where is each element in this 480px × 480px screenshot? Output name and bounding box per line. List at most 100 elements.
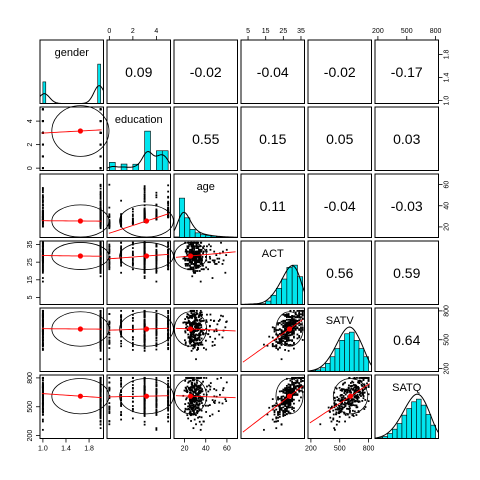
point: [186, 313, 189, 315]
point: [191, 317, 193, 319]
point: [277, 414, 279, 416]
point: [195, 326, 198, 329]
point: [167, 420, 170, 423]
point: [353, 410, 356, 413]
point: [155, 318, 158, 321]
point: [341, 389, 343, 392]
point: [193, 245, 196, 248]
point: [120, 413, 123, 416]
panel-border: [106, 39, 171, 104]
point: [352, 381, 355, 384]
point: [278, 404, 281, 407]
point: [155, 376, 158, 379]
point: [167, 348, 170, 351]
point: [195, 387, 198, 390]
point: [361, 389, 364, 392]
point: [99, 268, 102, 271]
point: [108, 222, 111, 225]
hist-bar-ACT: [286, 267, 293, 305]
mean-point: [143, 253, 150, 259]
correlation-gender-SATV: -0.02: [324, 64, 356, 80]
point: [332, 418, 335, 421]
lowess-line: [309, 383, 370, 424]
point: [198, 316, 200, 318]
point: [284, 333, 286, 336]
point: [192, 263, 195, 265]
point: [99, 247, 102, 249]
point: [41, 376, 44, 379]
hist-bar-education: [156, 150, 163, 171]
point: [356, 393, 359, 396]
point: [198, 334, 201, 337]
point: [167, 376, 170, 379]
point: [197, 346, 199, 349]
point: [271, 405, 274, 408]
point: [195, 337, 197, 340]
point: [120, 323, 123, 326]
point: [217, 320, 220, 322]
point: [195, 399, 198, 402]
point: [294, 394, 297, 396]
point: [275, 416, 278, 419]
point: [199, 309, 202, 312]
point: [215, 254, 218, 257]
point: [285, 336, 288, 339]
point: [196, 349, 198, 351]
point: [301, 317, 304, 320]
point: [194, 259, 197, 262]
point: [344, 393, 347, 396]
point: [362, 376, 365, 379]
point: [193, 257, 196, 260]
point: [275, 417, 278, 420]
point: [99, 394, 102, 397]
point: [337, 404, 340, 407]
point: [99, 193, 102, 196]
point: [131, 254, 134, 257]
point: [108, 347, 111, 349]
point: [143, 247, 146, 249]
point: [215, 389, 218, 392]
point: [289, 316, 292, 318]
point: [336, 396, 339, 399]
point: [278, 338, 281, 340]
point: [131, 210, 134, 213]
hist-bar-age: [194, 232, 201, 238]
point: [285, 333, 288, 336]
point: [143, 198, 146, 200]
point: [351, 380, 354, 383]
point: [108, 423, 111, 426]
point: [197, 388, 200, 391]
point: [167, 261, 170, 264]
point: [191, 314, 194, 317]
point: [99, 329, 102, 331]
point: [200, 329, 203, 331]
point: [342, 388, 345, 391]
point: [287, 389, 290, 392]
correlation-SATV-SATQ: 0.64: [393, 332, 420, 348]
point: [108, 248, 111, 251]
point: [202, 333, 204, 335]
point: [208, 255, 211, 258]
point: [131, 341, 134, 344]
point: [131, 393, 134, 396]
point: [287, 400, 290, 403]
point: [205, 348, 208, 351]
point: [120, 248, 123, 251]
point: [294, 325, 297, 328]
hist-bar-SATQ: [392, 428, 398, 439]
point: [186, 376, 189, 379]
point: [167, 401, 170, 404]
point: [277, 334, 279, 336]
point: [188, 264, 191, 267]
point: [341, 406, 344, 409]
point: [285, 413, 288, 416]
point: [344, 420, 346, 423]
point: [155, 328, 158, 331]
point: [293, 398, 295, 401]
point: [143, 335, 146, 338]
point: [301, 339, 304, 341]
mean-point: [143, 218, 150, 224]
point: [356, 400, 359, 402]
point: [191, 404, 194, 407]
point: [278, 322, 281, 324]
